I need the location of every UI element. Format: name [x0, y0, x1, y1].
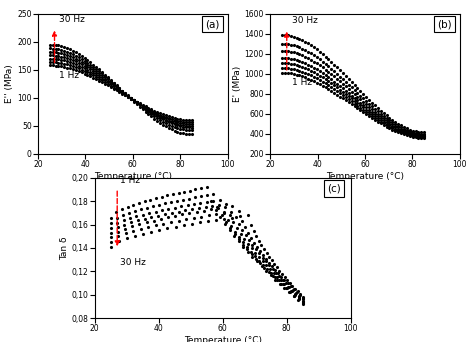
Text: (c): (c)	[327, 183, 340, 194]
Y-axis label: E'' (MPa): E'' (MPa)	[5, 64, 14, 103]
Text: 1 Hz: 1 Hz	[59, 71, 79, 80]
X-axis label: Temperature (°C): Temperature (°C)	[326, 172, 404, 181]
X-axis label: Temperature (°C): Temperature (°C)	[184, 336, 262, 342]
Text: 30 Hz: 30 Hz	[292, 16, 318, 25]
Text: (a): (a)	[206, 19, 220, 29]
X-axis label: Temperature (°C): Temperature (°C)	[94, 172, 172, 181]
Text: 30 Hz: 30 Hz	[59, 15, 85, 24]
Text: (b): (b)	[438, 19, 452, 29]
Y-axis label: Tan δ: Tan δ	[60, 236, 69, 260]
Y-axis label: E' (MPa): E' (MPa)	[233, 66, 242, 102]
Text: 1 Hz: 1 Hz	[120, 176, 140, 185]
Text: 1 Hz: 1 Hz	[292, 78, 311, 87]
Text: 30 Hz: 30 Hz	[120, 259, 146, 267]
